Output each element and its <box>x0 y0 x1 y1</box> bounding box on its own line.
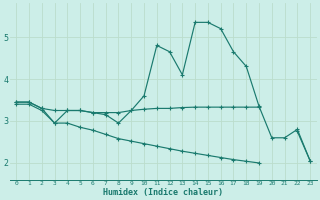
X-axis label: Humidex (Indice chaleur): Humidex (Indice chaleur) <box>103 188 223 197</box>
